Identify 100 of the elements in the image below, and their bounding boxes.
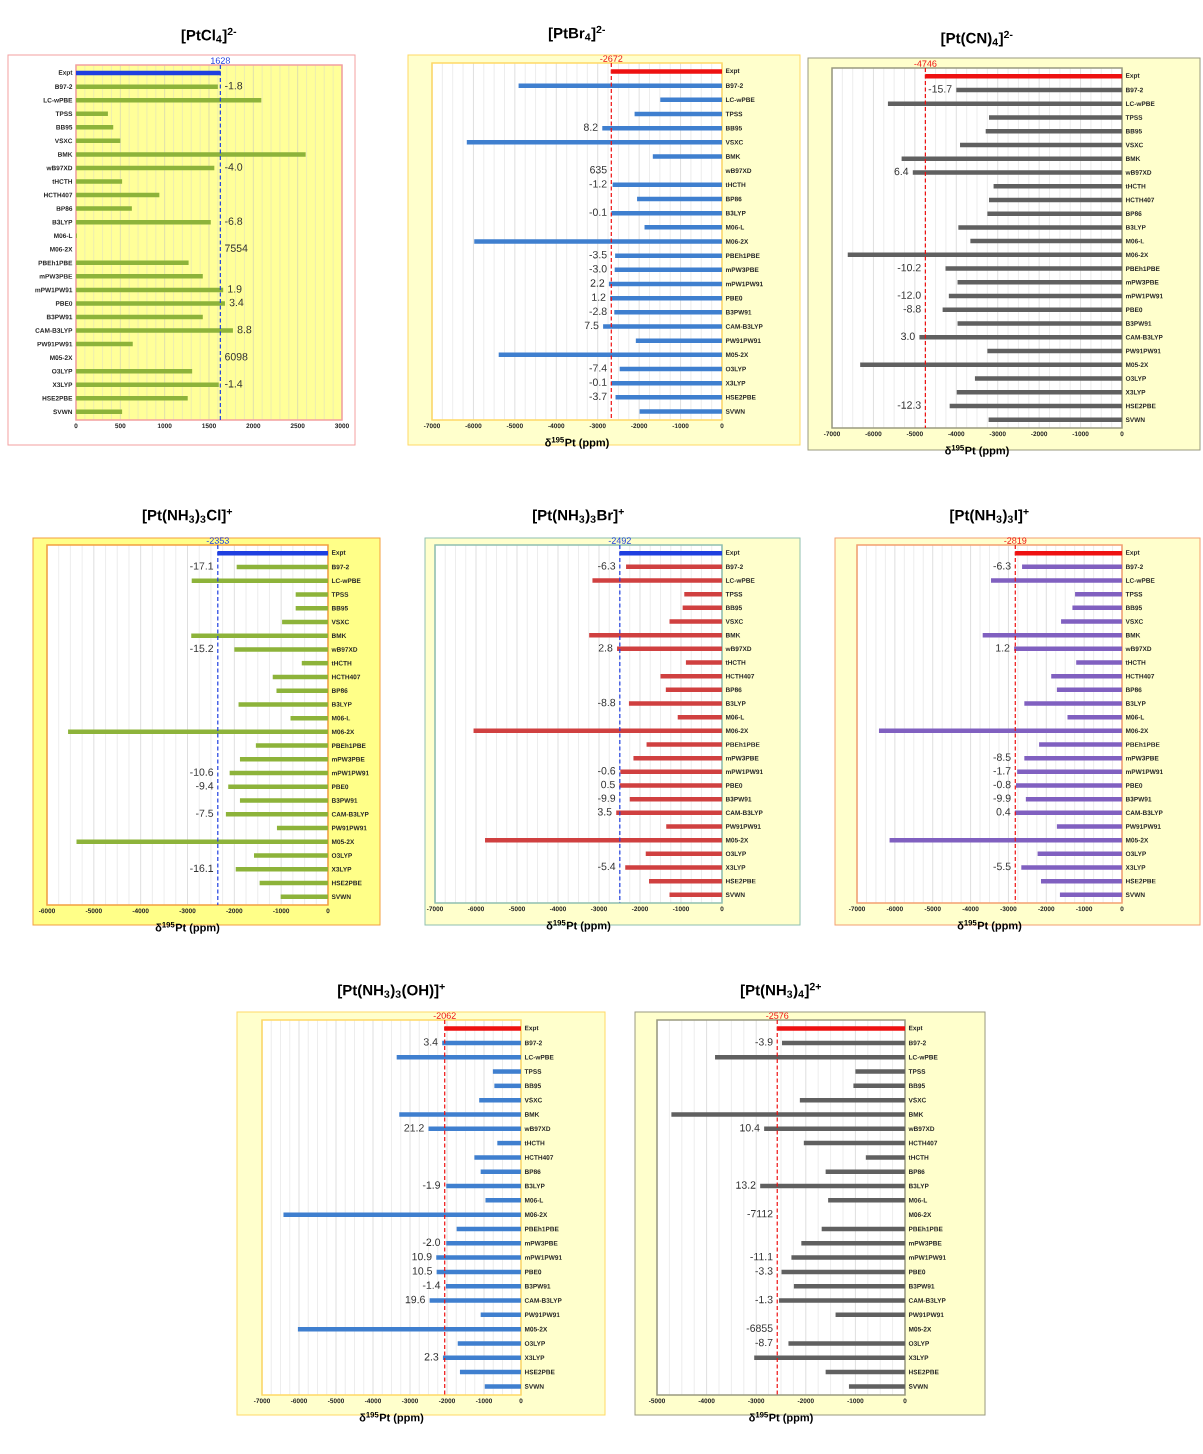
annotation: 3.0 [901, 332, 915, 341]
annotation: -10.2 [897, 263, 921, 272]
annotation: -2.0 [422, 1238, 441, 1247]
ref-line-label: -2062 [433, 1012, 456, 1019]
annotation: -17.1 [190, 562, 214, 570]
annotation: 2.2 [590, 279, 605, 287]
annotation: -3.7 [589, 392, 607, 401]
annotation: -1.9 [422, 1181, 440, 1189]
annotation: -0.1 [589, 378, 607, 386]
annotation: 10.5 [412, 1267, 432, 1275]
annotation: -1.3 [755, 1295, 773, 1304]
chart-title: [Pt(CN)$_{4}$]$^{2-}$ [941, 30, 1013, 47]
x-axis-title: δ$^{195}$Pt (ppm) [155, 922, 220, 934]
annotation: -0.6 [598, 767, 616, 775]
annotation: 0.5 [601, 780, 615, 789]
annotation: -3.9 [755, 1038, 773, 1046]
annotation: 635 [590, 165, 607, 174]
annotation: 21.2 [404, 1124, 424, 1132]
annotation: 8.8 [237, 325, 252, 334]
x-axis-title: δ$^{195}$Pt (ppm) [359, 1412, 424, 1424]
annotation: 6.4 [894, 167, 909, 176]
annotation: -1.7 [993, 767, 1011, 775]
chart-title: [Pt(NH$_{3}$)$_{4}$]$^{2+}$ [740, 982, 821, 999]
annotation: 1.2 [592, 293, 606, 301]
annotation: -15.2 [190, 644, 214, 653]
annotation: -0.1 [589, 208, 607, 216]
annotation: -1.2 [589, 180, 607, 188]
annotation: -2.8 [589, 307, 607, 316]
annotation: -6.3 [598, 562, 616, 570]
chart-title: [PtBr$_{4}$]$^{2-}$ [548, 25, 605, 42]
annotation: -11.1 [750, 1253, 773, 1261]
annotation: -10.6 [190, 768, 214, 776]
bar [76, 301, 225, 306]
chart-title: [Pt(NH$_{3}$)$_{3}$Cl]$^{+}$ [142, 508, 233, 524]
annotation: -8.7 [755, 1338, 773, 1347]
ref-line-label: -2576 [766, 1012, 789, 1019]
annotation: 10.4 [740, 1124, 760, 1132]
annotation: -9.4 [195, 782, 214, 790]
chart-title: [Pt(NH$_{3}$)$_{3}$(OH)]$^{+}$ [338, 983, 445, 999]
x-axis-title: δ$^{195}$Pt (ppm) [546, 920, 611, 932]
bar [76, 274, 203, 279]
annotation: 2.8 [598, 644, 613, 652]
ref-line-label: -2353 [206, 537, 229, 544]
annotation: 19.6 [405, 1295, 425, 1304]
ref-line-label: -2492 [608, 537, 631, 544]
annotation: 6098 [225, 352, 248, 361]
annotation: -9.9 [993, 794, 1011, 802]
annotation: -6.8 [225, 217, 243, 225]
annotation: -12.0 [897, 291, 921, 299]
annotation: -7112 [747, 1210, 773, 1218]
annotation: -3.3 [755, 1267, 773, 1275]
bar [76, 84, 218, 89]
ref-line-label: -2819 [1004, 537, 1027, 544]
annotation: -7.4 [589, 364, 607, 372]
chart-title: [Pt(NH$_{3}$)$_{3}$I]$^{+}$ [950, 508, 1029, 524]
annotation: 7554 [225, 244, 248, 252]
annotation: -6855 [746, 1324, 773, 1332]
annotation: 8.2 [583, 123, 598, 131]
annotation: -3.0 [589, 265, 607, 273]
annotation: 3.5 [597, 808, 612, 816]
bar [76, 206, 132, 211]
annotation: -8.8 [598, 698, 616, 707]
annotation: -1.4 [422, 1281, 441, 1289]
annotation: -7.5 [195, 809, 214, 817]
x-axis-title: δ$^{195}$Pt (ppm) [957, 920, 1022, 932]
ref-line-label: -2672 [600, 55, 623, 62]
chart-title: [PtCl$_{4}$]$^{2-}$ [181, 27, 237, 44]
annotation: 1.2 [996, 644, 1010, 652]
x-axis-title: δ$^{195}$Pt (ppm) [749, 1412, 813, 1424]
ref-line-label: -4746 [914, 60, 937, 67]
annotation: 3.4 [229, 298, 244, 307]
annotation: -5.5 [993, 862, 1011, 871]
annotation: 7.5 [584, 321, 599, 330]
annotation: 3.4 [423, 1038, 438, 1046]
annotation: -9.9 [598, 794, 616, 802]
annotation: -8.8 [903, 305, 921, 313]
bar [76, 328, 233, 333]
annotation: -0.8 [993, 780, 1011, 789]
annotation: -1.8 [225, 81, 243, 90]
annotation: 1.9 [228, 285, 242, 293]
annotation: -4.0 [225, 163, 243, 171]
annotation: 2.3 [424, 1353, 439, 1361]
annotation: 0.4 [996, 808, 1011, 816]
annotation: -5.4 [598, 862, 616, 871]
ref-line-label: 1628 [211, 57, 230, 64]
bar [76, 152, 306, 157]
bar [76, 125, 114, 130]
annotation: -6.3 [993, 562, 1011, 570]
annotation: -1.4 [225, 380, 243, 388]
bar [76, 179, 123, 184]
x-axis-title: δ$^{195}$Pt (ppm) [545, 437, 609, 449]
annotation: 13.2 [736, 1181, 756, 1189]
chart-title: [Pt(NH$_{3}$)$_{3}$Br]$^{+}$ [533, 508, 624, 524]
bar [76, 396, 188, 401]
annotation: -16.1 [190, 864, 214, 872]
annotation: -12.3 [897, 401, 921, 409]
x-axis-title: δ$^{195}$Pt (ppm) [945, 445, 1009, 457]
annotation: -8.5 [993, 753, 1011, 761]
annotation: -3.5 [589, 250, 607, 259]
annotation: 10.9 [412, 1252, 432, 1261]
